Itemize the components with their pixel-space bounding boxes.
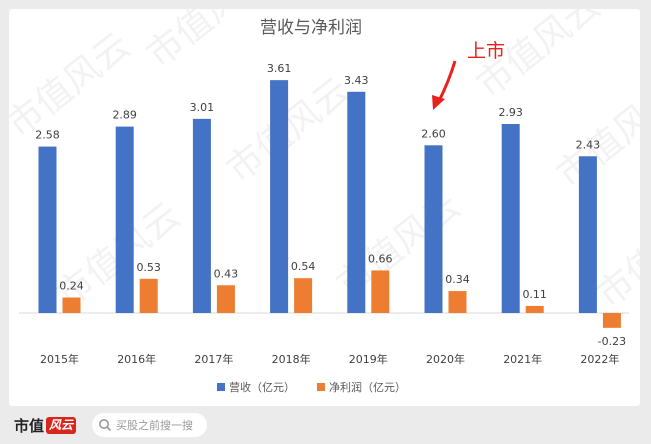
x-tick-label: 2019年 [349, 352, 388, 366]
x-tick-label: 2015年 [40, 352, 79, 366]
x-tick-label: 2018年 [272, 352, 311, 366]
annotation-arrow [437, 60, 457, 102]
bar-net-profit [216, 285, 235, 313]
legend-label: 净利润（亿元） [329, 380, 406, 394]
legend: 营收（亿元） 净利润（亿元） [217, 380, 406, 394]
search-box[interactable]: 买股之前搜一搜 [92, 413, 208, 437]
data-label: 0.34 [445, 273, 470, 286]
legend-label: 营收（亿元） [229, 380, 295, 394]
data-label: 0.11 [522, 288, 547, 301]
bar-net-profit [602, 313, 621, 328]
legend-swatch [317, 383, 325, 391]
search-icon [99, 419, 112, 432]
brand-name: 市值 [14, 416, 45, 435]
data-label: 0.24 [59, 280, 84, 293]
x-tick-label: 2020年 [426, 352, 465, 366]
data-label: 2.93 [498, 106, 523, 119]
watermark-text: 市值风云 [589, 195, 640, 316]
bar-revenue [38, 146, 57, 313]
data-label: 0.66 [368, 252, 393, 265]
bar-revenue [578, 156, 597, 313]
bar-net-profit [371, 270, 390, 313]
bar-revenue [424, 145, 443, 313]
data-label: 3.61 [267, 62, 292, 75]
chart-card: 市值风云市值风云市值风云市值风云市值风云市值风云市值风云市值风云 营收与净利润 … [9, 9, 640, 406]
data-label: -0.23 [598, 335, 626, 348]
data-label: 0.43 [214, 267, 239, 280]
chart-title: 营收与净利润 [260, 18, 362, 38]
bar-net-profit [62, 297, 81, 313]
watermark-text: 市值风云 [219, 70, 358, 191]
data-label: 0.53 [136, 261, 161, 274]
x-tick-label: 2021年 [503, 352, 542, 366]
x-tick-label: 2017年 [194, 352, 233, 366]
annotation-label: 上市 [467, 40, 505, 62]
data-label: 3.43 [344, 74, 369, 87]
listing-annotation: 上市 [432, 40, 505, 110]
x-tick-label: 2022年 [580, 352, 619, 366]
data-label: 3.01 [190, 101, 215, 114]
watermark-layer: 市值风云市值风云市值风云市值风云市值风云市值风云市值风云市值风云 [9, 9, 640, 316]
bar-net-profit [448, 291, 467, 313]
watermark-text: 市值风云 [139, 9, 278, 76]
legend-swatch [217, 383, 225, 391]
data-label: 0.54 [291, 260, 316, 273]
bars-layer: 2.58 0.24 2015年 2.89 0.53 2016年 3.01 0.43 2017年 3… [35, 62, 626, 366]
brand-mark: 风云 [46, 416, 77, 434]
x-tick-label: 2016年 [117, 352, 156, 366]
bar-revenue [347, 91, 366, 313]
footer-bar: 市值 风云 买股之前搜一搜 [0, 406, 651, 444]
bar-revenue [270, 80, 289, 313]
bar-revenue [115, 126, 134, 313]
bar-net-profit [525, 305, 544, 313]
data-label: 2.60 [421, 127, 446, 140]
annotation-arrowhead [432, 95, 445, 110]
data-label: 2.58 [35, 129, 60, 142]
bar-net-profit [294, 278, 313, 313]
bar-chart: 市值风云市值风云市值风云市值风云市值风云市值风云市值风云市值风云 营收与净利润 … [9, 9, 640, 394]
bar-net-profit [139, 278, 158, 313]
data-label: 2.43 [576, 138, 601, 151]
brand-logo[interactable]: 市值 风云 [14, 415, 77, 436]
bar-revenue [501, 124, 520, 313]
bar-revenue [192, 118, 211, 313]
search-placeholder: 买股之前搜一搜 [116, 419, 194, 432]
data-label: 2.89 [112, 109, 137, 122]
